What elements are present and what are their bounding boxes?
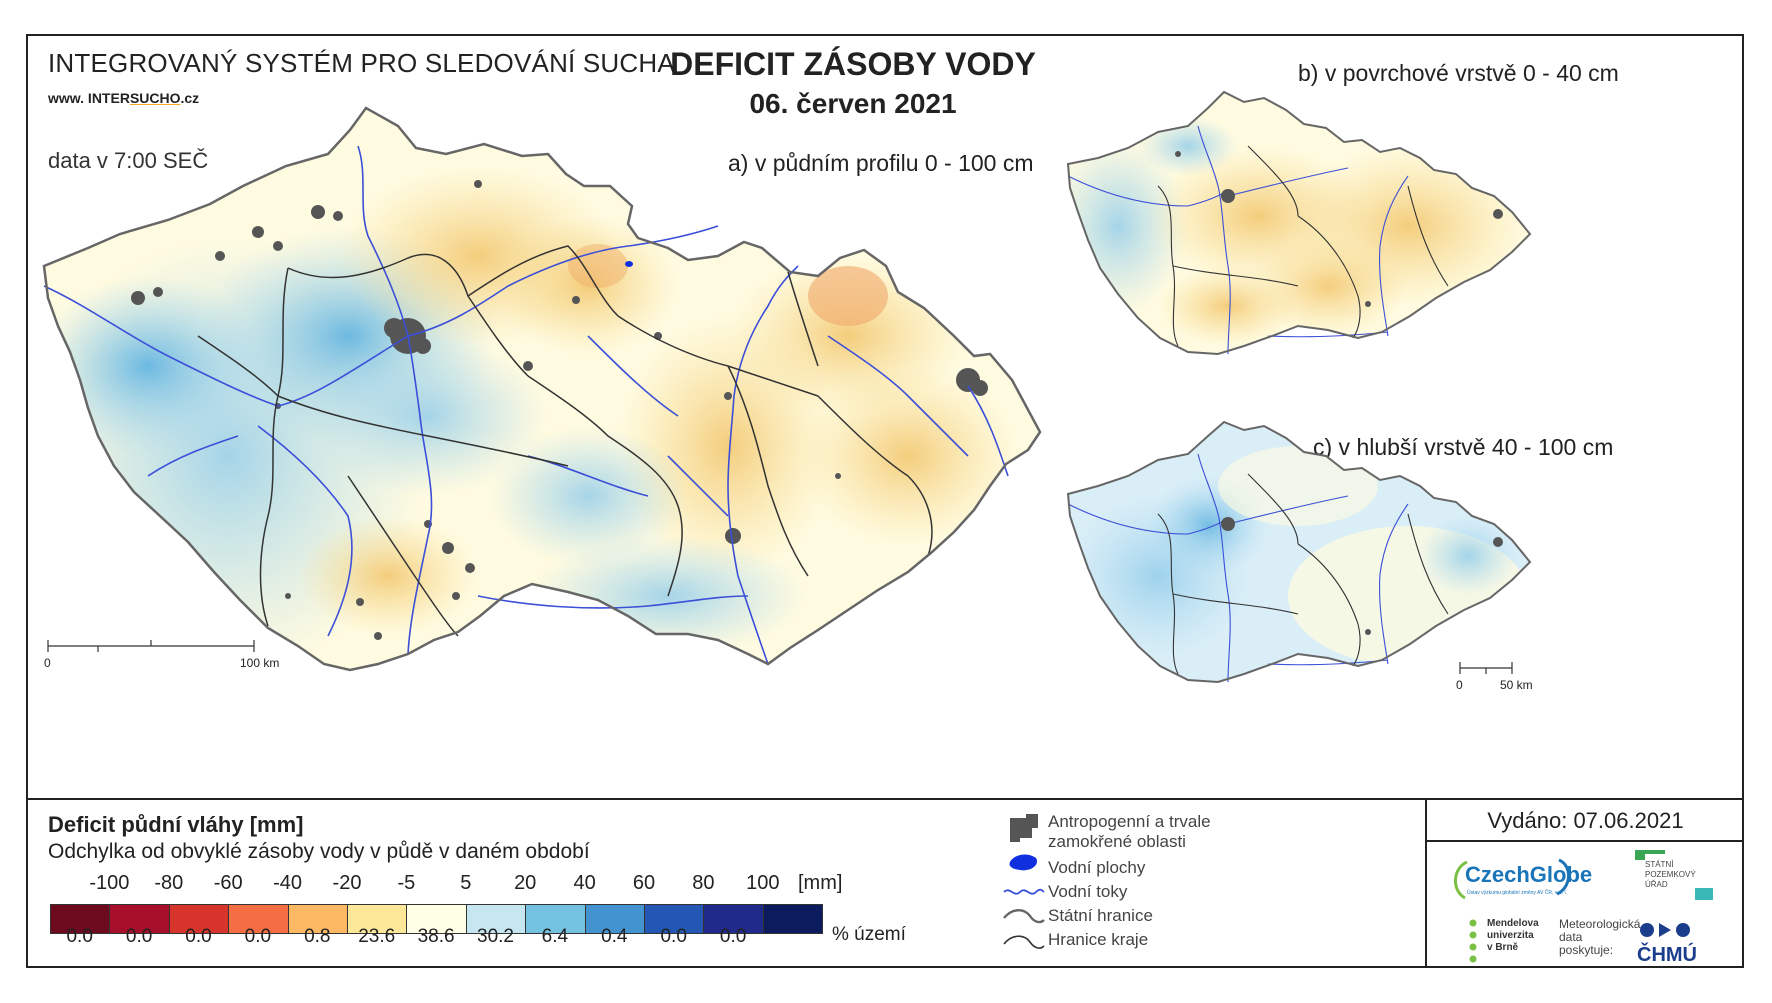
issued-date: Vydáno: 07.06.2021 (1487, 808, 1684, 833)
legend-title: Deficit půdní vláhy [mm] (48, 812, 304, 837)
map-area: INTEGROVANÝ SYSTÉM PRO SLEDOVÁNÍ SUCHA w… (28, 36, 1742, 798)
map-b-title: b) v povrchové vrstvě 0 - 40 cm (1298, 60, 1619, 86)
teal-mark-icon (1695, 888, 1713, 900)
map-a-rivers (43, 145, 1009, 665)
water-body-icon (1009, 854, 1038, 871)
website-suffix: .cz (180, 90, 200, 106)
meteo-data-text: Meteorologická data poskytuje: (1559, 917, 1641, 957)
legend-percent-label: % území (832, 924, 906, 945)
website-mid: SUCHO (129, 90, 181, 106)
water-body (625, 261, 633, 267)
legend-tick-label: -40 (273, 872, 303, 894)
legend-divider (28, 798, 1742, 800)
legend-swatch (168, 904, 230, 934)
mendel-logo-text: Mendelova univerzita v Brně (1487, 918, 1539, 953)
legend-swatch (347, 904, 408, 934)
czechglobe-logo-subtitle: Ústav výzkumu globální změny AV ČR, v. v… (1467, 890, 1568, 896)
legend-percent-value: 0.0 (66, 926, 93, 947)
map-c-state-border (1066, 420, 1532, 684)
legend-percent-value: 0.0 (719, 926, 747, 947)
website-link[interactable]: www. INTERSUCHO.cz (48, 90, 199, 106)
legend-swatch (406, 904, 467, 934)
czechglobe-logo (1454, 858, 1570, 900)
map-b-state-border (1066, 90, 1532, 356)
scale-a-zero: 0 (44, 656, 51, 670)
map-b-region-borders (1157, 145, 1449, 347)
legend-unit: [mm] (798, 872, 843, 894)
chmu-logo-icon (1640, 923, 1690, 937)
legend-tick-label: 80 (692, 872, 715, 894)
legend-tick-label: -5 (397, 872, 416, 894)
scale-small-zero: 0 (1456, 678, 1463, 692)
legend-percent-value: 38.6 (417, 926, 455, 947)
urban-area-icon (1010, 814, 1038, 842)
czechglobe-logo-text: CzechGlobe (1465, 862, 1593, 887)
legend-percent-value: 23.6 (358, 926, 396, 947)
map-b-fill (1068, 92, 1530, 354)
legend-tick-label: -60 (213, 872, 243, 894)
legend-subtitle: Odchylka od obvyklé zásoby vody v půdě v… (48, 840, 590, 863)
legend-percent-value: 30.2 (477, 926, 514, 947)
legend-tick-label: 60 (632, 872, 656, 894)
map-c-title: c) v hlubší vrstvě 40 - 100 cm (1313, 434, 1614, 460)
legend-tick-label: 100 (746, 872, 780, 894)
legend-tick-label: 20 (514, 872, 537, 894)
legend-swatch (703, 904, 764, 934)
legend-swatch (228, 904, 289, 934)
map-a-region-borders (197, 245, 933, 637)
symbol-label-region-border: Hranice kraje (1048, 930, 1149, 949)
region-border-icon (1003, 935, 1045, 949)
legend-percent-value: 0.4 (601, 926, 628, 947)
page-title: DEFICIT ZÁSOBY VODY (670, 46, 1036, 82)
legend-tick-label: -80 (154, 872, 184, 894)
symbol-label-rivers: Vodní toky (1048, 882, 1128, 901)
map-b-urban (1175, 151, 1503, 307)
map-c-region-borders (1157, 473, 1449, 675)
scale-a-end: 100 km (240, 656, 280, 670)
issued-panel: Vydáno: 07.06.2021 CzechGlobe Ústav výzk… (1425, 800, 1744, 966)
spu-logo-text: STÁTNÍ POZEMKOVÝ ÚŘAD (1645, 860, 1696, 889)
legend-tick-label: 40 (573, 872, 596, 894)
map-c-rivers (1067, 453, 1409, 683)
legend-tick-label: -100 (89, 872, 130, 894)
legend-percent-value: 0.0 (244, 926, 272, 947)
legend-swatch (762, 904, 824, 934)
symbol-label-water: Vodní plochy (1048, 858, 1146, 877)
legend-percent-value: 6.4 (541, 926, 569, 947)
chmu-logo-text: ČHMÚ (1637, 944, 1697, 966)
legend-percent-value: 0.0 (125, 926, 153, 947)
map-a-scale-bar (47, 640, 255, 652)
legend-swatch (465, 904, 527, 934)
symbol-label-urban: Antropogenní a trvale zamokřené oblasti (1048, 812, 1211, 851)
website-prefix: www. INTER (48, 90, 130, 106)
legend-swatch (584, 904, 645, 934)
issued-divider (1427, 840, 1744, 842)
map-small-scale-bar (1459, 662, 1513, 674)
map-c-urban (1221, 517, 1503, 635)
map-a-title: a) v půdním profilu 0 - 100 cm (728, 150, 1034, 176)
mendel-logo (1469, 919, 1477, 963)
legend-swatch (50, 904, 111, 934)
legend-percent-value: 0.8 (304, 926, 331, 947)
legend-swatch (525, 904, 586, 934)
map-date: 06. červen 2021 (749, 88, 957, 119)
legend-tick-label: 5 (460, 872, 472, 894)
spu-logo (1635, 850, 1665, 860)
scale-small-end: 50 km (1500, 678, 1533, 692)
legend-percent-value: 0.0 (660, 926, 687, 947)
legend-tick-label: -20 (332, 872, 362, 894)
system-title: INTEGROVANÝ SYSTÉM PRO SLEDOVÁNÍ SUCHA (48, 48, 675, 78)
symbol-label-state-border: Státní hranice (1048, 906, 1153, 925)
legend-percent-value: 0.0 (185, 926, 212, 947)
river-icon (1003, 888, 1045, 895)
map-sheet: INTEGROVANÝ SYSTÉM PRO SLEDOVÁNÍ SUCHA w… (26, 34, 1744, 968)
symbol-icons (1003, 814, 1045, 949)
data-time: data v 7:00 SEČ (48, 148, 209, 173)
map-a (42, 90, 1532, 684)
state-border-icon (1003, 909, 1045, 924)
